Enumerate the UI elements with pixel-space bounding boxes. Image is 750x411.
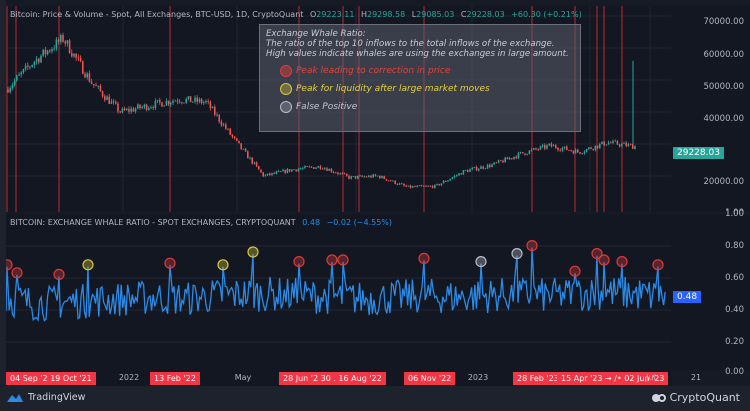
ratio-tick: 0.80	[725, 241, 744, 251]
annotation-line-1: The ratio of the top 10 inflows to the t…	[266, 39, 555, 49]
date-badge: 28 Feb '23	[513, 372, 563, 385]
ohlc-c-label: C	[460, 10, 467, 19]
price-series-title: Bitcoin: Price & Volume - Spot, All Exch…	[10, 10, 304, 19]
ohlc-open: 29223.11	[316, 10, 355, 19]
ohlc-change: +60.30 (+0.21%)	[511, 10, 582, 19]
price-tick: 70000.00	[703, 17, 744, 27]
time-label: 2023	[467, 373, 489, 382]
tradingview-logo[interactable]: TradingView	[6, 392, 85, 403]
annotation-box: Exchange Whale Ratio: The ratio of the t…	[259, 24, 581, 132]
legend-label-liquidity: Peak for liquidity after large market mo…	[296, 84, 490, 94]
ratio-tick: 0.00	[725, 367, 744, 377]
price-tick: 40000.00	[703, 114, 744, 124]
legend-item-correction: Peak leading to correction in price	[280, 65, 574, 77]
ohlc-close: 29228.03	[466, 10, 505, 19]
cryptoquant-label: CryptoQuant	[669, 391, 740, 404]
whale-ratio-plot	[6, 240, 671, 343]
price-tick: 1.00	[725, 208, 744, 218]
annotation-line-2: High values indicate whales are using th…	[266, 49, 569, 59]
ohlc-low: 29085.03	[416, 10, 455, 19]
time-label: Jul	[646, 373, 656, 382]
cryptoquant-logo[interactable]: CryptoQuant	[651, 391, 740, 404]
indicator-value: 0.48	[302, 218, 321, 227]
legend-item-liquidity: Peak for liquidity after large market mo…	[280, 83, 574, 95]
price-tick: 50000.00	[703, 82, 744, 92]
date-badge: 06 Nov '22	[404, 372, 456, 385]
legend-item-false-positive: False Positive	[280, 101, 574, 113]
ratio-tick: 0.60	[725, 273, 744, 283]
date-badge: 28 Jun '2 30 . 16 Aug '22	[279, 372, 386, 385]
date-badge: 13 Feb '22	[150, 372, 200, 385]
gray-circle-icon	[280, 101, 292, 113]
cryptoquant-mark-icon	[651, 393, 666, 402]
left-edge-strip	[0, 0, 6, 385]
ratio-tick: 1.00	[725, 209, 744, 219]
yellow-circle-icon	[280, 83, 292, 95]
date-badge: 04 Sep '2 19 Oct '21	[6, 372, 96, 385]
indicator-title: BITCOIN: EXCHANGE WHALE RATIO - SPOT EXC…	[10, 218, 296, 227]
indicator-axis[interactable]: 1.00 0.80 0.60 0.40 0.20 0.00 0.48	[671, 209, 750, 377]
ratio-tick: 0.40	[725, 305, 744, 315]
indicator-legend: BITCOIN: EXCHANGE WHALE RATIO - SPOT EXC…	[10, 218, 392, 227]
time-axis[interactable]: 04 Sep '2 19 Oct '21 2022 13 Feb '22 May…	[6, 370, 701, 386]
legend-label-false-positive: False Positive	[296, 102, 358, 112]
ohlc-l-label: L	[411, 10, 417, 19]
indicator-change: −0.02 (−4.55%)	[326, 218, 393, 227]
ohlc-high: 29298.58	[366, 10, 406, 19]
price-tick: 60000.00	[703, 50, 744, 60]
indicator-pane[interactable]: BITCOIN: EXCHANGE WHALE RATIO - SPOT EXC…	[6, 214, 671, 370]
legend-label-correction: Peak leading to correction in price	[296, 66, 451, 76]
ohlc-o-label: O	[309, 10, 317, 19]
ratio-tick: 0.20	[725, 337, 744, 347]
price-axis[interactable]: 70000.00 60000.00 50000.00 40000.00 2000…	[671, 6, 750, 218]
time-label: 2022	[118, 373, 140, 382]
footer: TradingView CryptoQuant	[0, 386, 750, 411]
last-price-badge: 29228.03	[673, 147, 724, 159]
price-tick: 20000.00	[703, 177, 744, 187]
annotation-title: Exchange Whale Ratio:	[266, 29, 366, 39]
time-label: May	[234, 373, 252, 382]
tradingview-label: TradingView	[28, 392, 86, 403]
last-ratio-badge: 0.48	[673, 291, 702, 303]
red-circle-icon	[280, 65, 292, 77]
price-legend: Bitcoin: Price & Volume - Spot, All Exch…	[10, 10, 582, 19]
date-badge: 15 Apr '23 → /• 02 Jun '23	[557, 372, 669, 385]
time-label: 21	[690, 373, 702, 382]
ohlc-h-label: H	[360, 10, 367, 19]
tradingview-cloud-icon	[7, 394, 23, 402]
